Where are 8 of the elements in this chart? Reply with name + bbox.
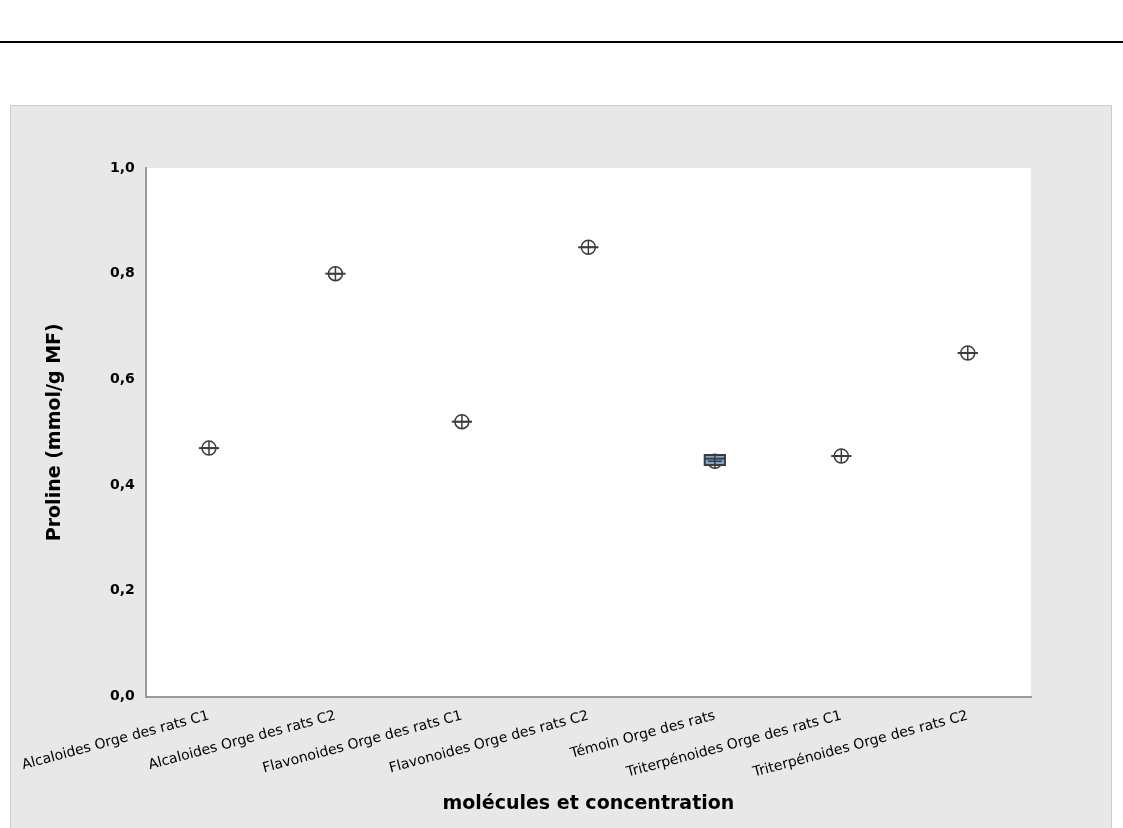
y-tick-label: 0,4 [109, 475, 135, 492]
x-axis-title: molécules et concentration [442, 790, 735, 813]
y-tick-label: 1,0 [109, 158, 135, 175]
y-tick-label: 0,2 [109, 581, 135, 598]
y-tick-label: 0,0 [109, 687, 135, 704]
y-tick-label: 0,8 [109, 264, 135, 281]
y-tick-label: 0,6 [109, 370, 135, 387]
y-axis-title: Proline (mmol/g MF) [42, 323, 65, 542]
